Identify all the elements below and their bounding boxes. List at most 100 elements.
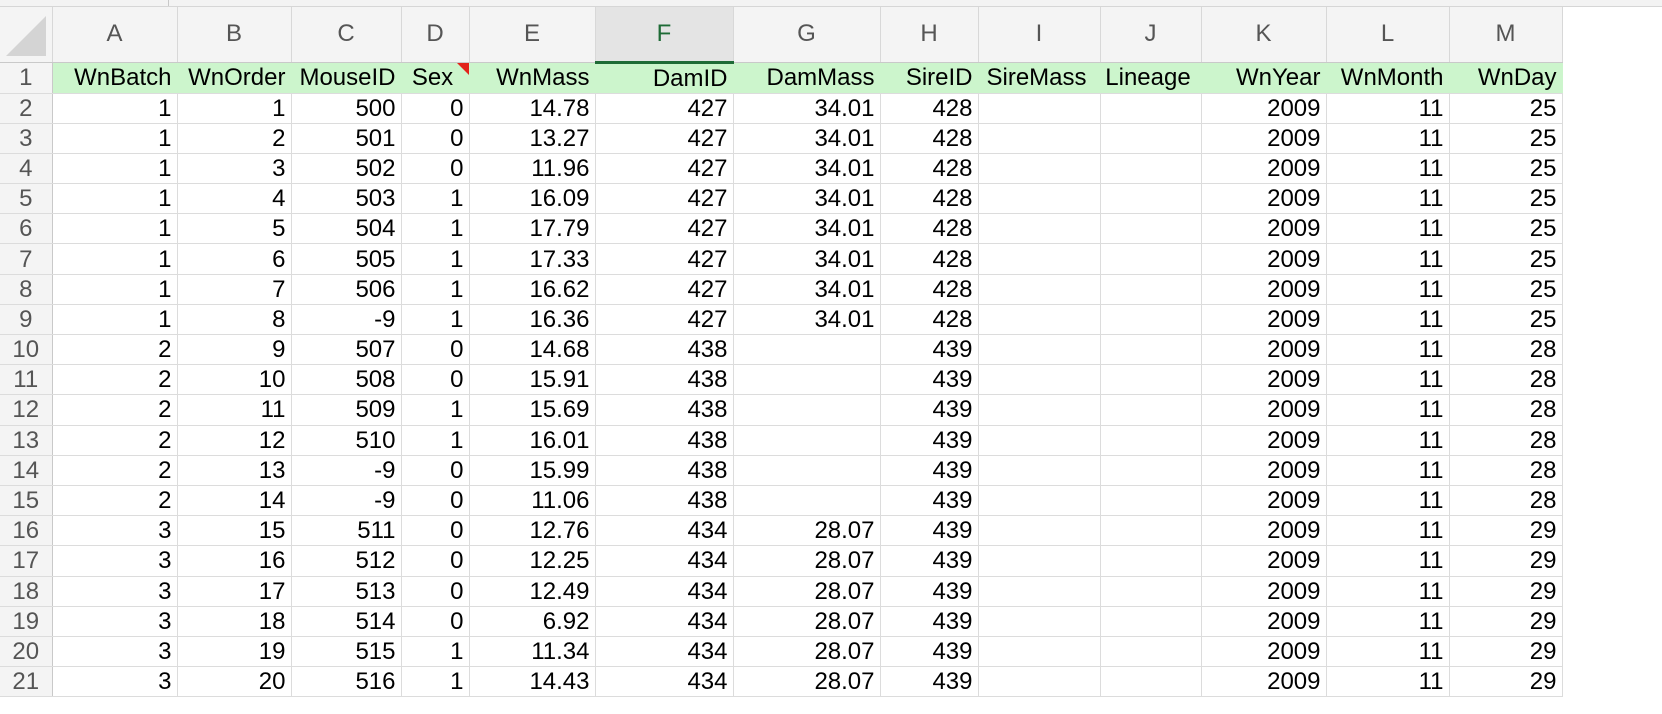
- table-cell[interactable]: 503: [291, 183, 402, 215]
- table-cell[interactable]: 438: [595, 394, 734, 426]
- table-cell[interactable]: 1: [177, 93, 292, 124]
- table-cell[interactable]: [1100, 636, 1202, 668]
- table-cell[interactable]: 11: [1326, 274, 1450, 305]
- table-cell[interactable]: [1100, 364, 1202, 396]
- table-cell[interactable]: 34.01: [733, 243, 881, 275]
- table-cell[interactable]: 508: [291, 364, 402, 396]
- table-cell[interactable]: [978, 545, 1101, 577]
- table-cell[interactable]: 11: [177, 394, 292, 426]
- table-cell[interactable]: 1: [52, 274, 178, 305]
- table-cell[interactable]: [733, 455, 881, 486]
- table-cell[interactable]: 29: [1449, 666, 1563, 698]
- table-cell[interactable]: 1: [401, 213, 470, 245]
- table-cell[interactable]: 0: [401, 455, 470, 486]
- table-cell[interactable]: 34.01: [733, 304, 881, 336]
- table-cell[interactable]: 427: [595, 304, 734, 336]
- field-header-cell[interactable]: WnMass: [469, 62, 596, 94]
- table-cell[interactable]: 438: [595, 455, 734, 486]
- table-cell[interactable]: [978, 515, 1101, 547]
- table-cell[interactable]: [978, 304, 1101, 336]
- table-cell[interactable]: 11: [1326, 666, 1450, 698]
- table-cell[interactable]: 17.33: [469, 243, 596, 275]
- table-cell[interactable]: [1100, 455, 1202, 486]
- table-cell[interactable]: [978, 183, 1101, 215]
- table-cell[interactable]: [978, 455, 1101, 486]
- column-header-l[interactable]: L: [1326, 7, 1450, 63]
- table-cell[interactable]: 11: [1326, 455, 1450, 486]
- table-cell[interactable]: 2: [52, 425, 178, 456]
- table-cell[interactable]: 2009: [1201, 576, 1327, 607]
- table-cell[interactable]: 11: [1326, 213, 1450, 245]
- table-cell[interactable]: 2009: [1201, 636, 1327, 668]
- row-header[interactable]: 19: [0, 606, 53, 637]
- table-cell[interactable]: 1: [401, 183, 470, 215]
- table-cell[interactable]: [978, 576, 1101, 607]
- table-cell[interactable]: 439: [880, 485, 979, 517]
- table-cell[interactable]: 1: [52, 304, 178, 336]
- table-cell[interactable]: 501: [291, 123, 402, 154]
- field-header-cell[interactable]: MouseID: [291, 62, 402, 94]
- table-cell[interactable]: 509: [291, 394, 402, 426]
- table-cell[interactable]: 427: [595, 123, 734, 154]
- table-cell[interactable]: [978, 153, 1101, 185]
- table-cell[interactable]: 428: [880, 213, 979, 245]
- field-header-cell[interactable]: WnMonth: [1326, 62, 1450, 94]
- table-cell[interactable]: 12.25: [469, 545, 596, 577]
- table-cell[interactable]: 2009: [1201, 666, 1327, 698]
- field-header-cell[interactable]: WnDay: [1449, 62, 1563, 94]
- table-cell[interactable]: 427: [595, 243, 734, 275]
- table-cell[interactable]: 513: [291, 576, 402, 607]
- table-cell[interactable]: 515: [291, 636, 402, 668]
- row-header[interactable]: 4: [0, 153, 53, 185]
- table-cell[interactable]: 14.68: [469, 334, 596, 366]
- table-cell[interactable]: 428: [880, 153, 979, 185]
- table-cell[interactable]: 2: [52, 485, 178, 517]
- row-header[interactable]: 13: [0, 425, 53, 456]
- table-cell[interactable]: 11: [1326, 636, 1450, 668]
- row-header[interactable]: 18: [0, 576, 53, 607]
- table-cell[interactable]: 0: [401, 334, 470, 366]
- table-cell[interactable]: 3: [52, 576, 178, 607]
- table-cell[interactable]: 34.01: [733, 183, 881, 215]
- table-cell[interactable]: 28.07: [733, 576, 881, 607]
- field-header-cell[interactable]: WnYear: [1201, 62, 1327, 94]
- table-cell[interactable]: 428: [880, 123, 979, 154]
- table-cell[interactable]: 28.07: [733, 545, 881, 577]
- table-cell[interactable]: 11.34: [469, 636, 596, 668]
- table-cell[interactable]: 2: [52, 455, 178, 486]
- table-cell[interactable]: 2009: [1201, 304, 1327, 336]
- row-header[interactable]: 20: [0, 636, 53, 668]
- table-cell[interactable]: [978, 334, 1101, 366]
- table-cell[interactable]: 28: [1449, 394, 1563, 426]
- table-cell[interactable]: 2009: [1201, 334, 1327, 366]
- table-cell[interactable]: [733, 425, 881, 456]
- table-cell[interactable]: 439: [880, 364, 979, 396]
- table-cell[interactable]: 439: [880, 636, 979, 668]
- column-header-c[interactable]: C: [291, 7, 402, 63]
- table-cell[interactable]: [1100, 153, 1202, 185]
- table-cell[interactable]: [1100, 485, 1202, 517]
- table-cell[interactable]: [1100, 123, 1202, 154]
- table-cell[interactable]: 2: [52, 334, 178, 366]
- table-cell[interactable]: 11.06: [469, 485, 596, 517]
- table-cell[interactable]: 7: [177, 274, 292, 305]
- table-cell[interactable]: 428: [880, 183, 979, 215]
- table-cell[interactable]: [978, 485, 1101, 517]
- table-cell[interactable]: 1: [401, 394, 470, 426]
- table-cell[interactable]: 28.07: [733, 666, 881, 698]
- table-cell[interactable]: 439: [880, 606, 979, 637]
- table-cell[interactable]: 25: [1449, 123, 1563, 154]
- table-cell[interactable]: 427: [595, 274, 734, 305]
- row-header[interactable]: 2: [0, 93, 53, 124]
- table-cell[interactable]: 1: [401, 666, 470, 698]
- table-cell[interactable]: [978, 425, 1101, 456]
- table-cell[interactable]: 506: [291, 274, 402, 305]
- table-cell[interactable]: 2009: [1201, 123, 1327, 154]
- table-cell[interactable]: [978, 243, 1101, 275]
- table-cell[interactable]: 11: [1326, 394, 1450, 426]
- table-cell[interactable]: 0: [401, 123, 470, 154]
- table-cell[interactable]: 12.49: [469, 576, 596, 607]
- table-cell[interactable]: 434: [595, 606, 734, 637]
- field-header-cell[interactable]: DamMass: [733, 62, 881, 94]
- table-cell[interactable]: 2009: [1201, 455, 1327, 486]
